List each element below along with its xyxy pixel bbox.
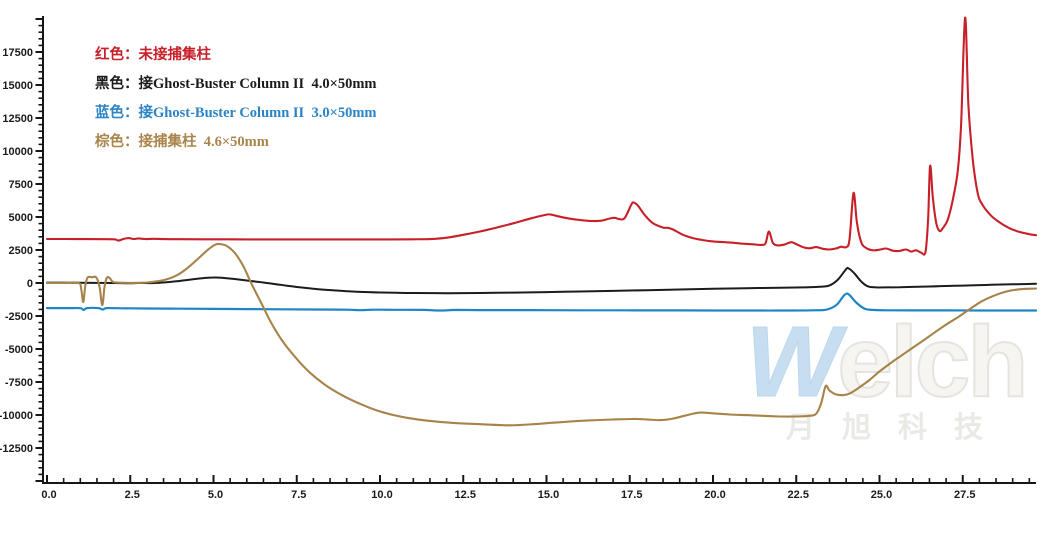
- svg-text:20.0: 20.0: [704, 489, 725, 501]
- legend: 红色：未接捕集柱黑色：接Ghost-Buster Column II 4.0×5…: [95, 41, 377, 157]
- legend-item: 棕色：接捕集柱 4.6×50mm: [95, 134, 269, 150]
- svg-text:27.5: 27.5: [954, 489, 975, 501]
- svg-text:12.5: 12.5: [455, 489, 476, 501]
- svg-text:2.5: 2.5: [125, 489, 140, 501]
- svg-text:17500: 17500: [2, 47, 33, 59]
- svg-text:0.0: 0.0: [41, 489, 56, 501]
- svg-text:7500: 7500: [9, 179, 33, 191]
- trace-接Ghost-Buster Column II 3.0×50mm: [45, 292, 1038, 312]
- svg-text:10000: 10000: [2, 146, 33, 158]
- svg-text:2500: 2500: [9, 245, 33, 257]
- legend-item: 黑色：接Ghost-Buster Column II 4.0×50mm: [95, 76, 377, 92]
- svg-text:22.5: 22.5: [788, 489, 809, 501]
- legend-item: 红色：未接捕集柱: [95, 47, 211, 63]
- svg-text:12500: 12500: [2, 113, 33, 125]
- svg-text:-5000: -5000: [5, 344, 33, 356]
- axes: 17500 15000 12500 10000 7500 5000 2500 0 -2500 -5…: [0, 16, 1036, 501]
- svg-text:5000: 5000: [9, 212, 33, 224]
- svg-text:-10000: -10000: [0, 410, 33, 422]
- svg-text:10.0: 10.0: [371, 489, 392, 501]
- svg-text:-2500: -2500: [5, 311, 33, 323]
- trace-接Ghost-Buster Column II 4.0×50mm: [46, 266, 1037, 295]
- svg-text:-12500: -12500: [0, 443, 33, 455]
- trace-未接捕集柱: [45, 16, 1038, 256]
- svg-text:0: 0: [27, 278, 33, 290]
- svg-text:15.0: 15.0: [538, 489, 559, 501]
- svg-text:-7500: -7500: [5, 377, 33, 389]
- trace-接捕集柱 4.6×50mm: [45, 242, 1038, 427]
- legend-item: 蓝色：接Ghost-Buster Column II 3.0×50mm: [95, 105, 377, 121]
- svg-text:25.0: 25.0: [871, 489, 892, 501]
- curves: [45, 16, 1038, 427]
- svg-text:17.5: 17.5: [621, 489, 642, 501]
- svg-text:15000: 15000: [2, 80, 33, 92]
- svg-text:5.0: 5.0: [208, 489, 223, 501]
- svg-text:7.5: 7.5: [291, 489, 306, 501]
